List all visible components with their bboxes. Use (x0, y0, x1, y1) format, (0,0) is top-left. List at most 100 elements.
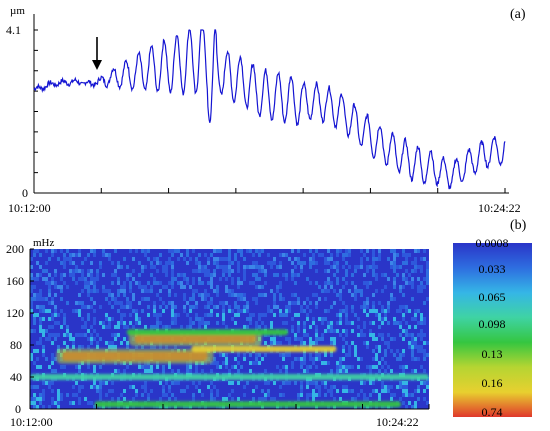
heatmap-cell (177, 313, 180, 317)
heatmap-cell (150, 289, 153, 293)
heatmap-cell (36, 397, 39, 401)
heatmap-cell (243, 297, 246, 301)
heatmap-cell (93, 253, 96, 257)
heatmap-cell (360, 389, 363, 393)
heatmap-cell (351, 273, 354, 277)
heatmap-cell (255, 353, 258, 357)
heatmap-cell (264, 281, 267, 285)
heatmap-cell (330, 265, 333, 269)
heatmap-cell (333, 329, 336, 333)
heatmap-cell (186, 261, 189, 265)
heatmap-cell (108, 345, 111, 349)
heatmap-cell (288, 301, 291, 305)
heatmap-cell (336, 361, 339, 365)
heatmap-cell (159, 297, 162, 301)
heatmap-cell (120, 393, 123, 397)
heatmap-cell (66, 329, 69, 333)
heatmap-cell (213, 257, 216, 261)
heatmap-cell (300, 337, 303, 341)
heatmap-cell (222, 265, 225, 269)
heatmap-cell (330, 321, 333, 325)
heatmap-cell (372, 293, 375, 297)
heatmap-cell (33, 329, 36, 333)
panel-b-ytick-label-160: 160 (6, 274, 24, 288)
heatmap-cell (75, 281, 78, 285)
heatmap-cell (297, 393, 300, 397)
heatmap-cell (294, 257, 297, 261)
heatmap-cell (309, 365, 312, 369)
colorbar-bar (453, 243, 532, 417)
heatmap-cell (42, 349, 45, 353)
heatmap-cell (306, 317, 309, 321)
heatmap-cell (402, 385, 405, 389)
heatmap-cell (186, 313, 189, 317)
heatmap-cell (90, 325, 93, 329)
heatmap-cell (195, 365, 198, 369)
heatmap-cell (411, 393, 414, 397)
heatmap-cell (384, 273, 387, 277)
heatmap-cell (168, 389, 171, 393)
heatmap-cell (216, 249, 219, 253)
heatmap-cell (330, 257, 333, 261)
heatmap-cell (309, 261, 312, 265)
heatmap-cell (111, 297, 114, 301)
heatmap-cell (114, 269, 117, 273)
heatmap-cell (159, 253, 162, 257)
heatmap-cell (72, 385, 75, 389)
heatmap-cell (414, 257, 417, 261)
heatmap-cell (129, 321, 132, 325)
heatmap-cell (342, 369, 345, 373)
heatmap-cell (102, 285, 105, 289)
heatmap-cell (138, 285, 141, 289)
heatmap-cell (309, 341, 312, 345)
heatmap-cell (117, 265, 120, 269)
heatmap-cell (75, 381, 78, 385)
heatmap-cell (273, 273, 276, 277)
heatmap-cell (294, 381, 297, 385)
heatmap-cell (420, 281, 423, 285)
heatmap-cell (36, 297, 39, 301)
heatmap-cell (399, 289, 402, 293)
heatmap-cell (210, 393, 213, 397)
heatmap-cell (273, 313, 276, 317)
heatmap-cell (183, 389, 186, 393)
heatmap-cell (87, 365, 90, 369)
heatmap-cell (336, 261, 339, 265)
heatmap-cell (111, 273, 114, 277)
heatmap-cell (309, 393, 312, 397)
heatmap-cell (90, 273, 93, 277)
heatmap-cell (243, 353, 246, 357)
heatmap-cell (282, 365, 285, 369)
heatmap-cell (165, 265, 168, 269)
heatmap-cell (39, 289, 42, 293)
heatmap-cell (363, 393, 366, 397)
heatmap-cell (258, 293, 261, 297)
heatmap-cell (252, 389, 255, 393)
heatmap-cell (417, 265, 420, 269)
heatmap-cell (234, 301, 237, 305)
heatmap-cell (384, 369, 387, 373)
heatmap-cell (204, 297, 207, 301)
heatmap-cell (375, 345, 378, 349)
heatmap-cell (168, 261, 171, 265)
heatmap-cell (231, 289, 234, 293)
heatmap-cell (300, 269, 303, 273)
heatmap-cell (411, 349, 414, 353)
heatmap-cell (57, 313, 60, 317)
heatmap-cell (279, 353, 282, 357)
heatmap-cell (369, 381, 372, 385)
heatmap-cell (333, 301, 336, 305)
heatmap-cell (195, 317, 198, 321)
heatmap-cell (279, 293, 282, 297)
heatmap-cell (174, 397, 177, 401)
heatmap-cell (255, 357, 258, 361)
heatmap-cell (135, 313, 138, 317)
heatmap-cell (117, 333, 120, 337)
heatmap-cell (120, 285, 123, 289)
heatmap-cell (294, 265, 297, 269)
heatmap-cell (30, 357, 33, 361)
heatmap-cell (303, 353, 306, 357)
heatmap-cell (321, 381, 324, 385)
colorbar-label-4: 0.13 (482, 347, 503, 361)
heatmap-cell (255, 385, 258, 389)
